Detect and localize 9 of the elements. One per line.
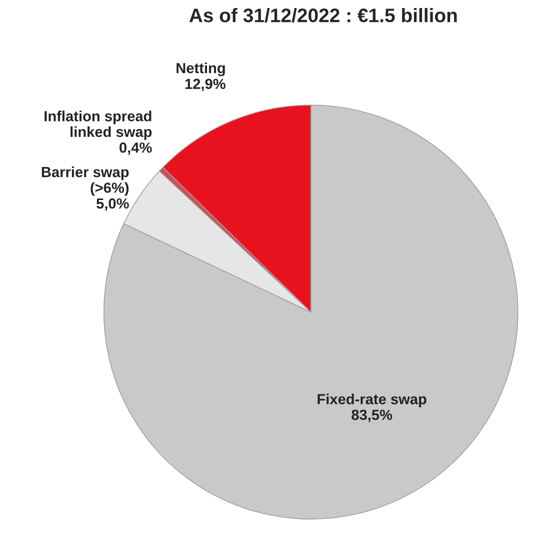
chart-title: As of 31/12/2022 : €1.5 billion — [189, 8, 457, 23]
slice-label: Barrier swap (>6%) — [42, 166, 129, 196]
data-label: 0,4% — [120, 142, 152, 155]
data-label: 5,0% — [96, 198, 129, 211]
slice-label: Inflation spread linked swap — [44, 110, 152, 140]
slice-label: Fixed-rate swap — [318, 394, 426, 408]
slice-label: Netting — [176, 62, 225, 76]
data-label: 83,5% — [352, 410, 392, 422]
data-label: 12,9% — [185, 78, 226, 92]
